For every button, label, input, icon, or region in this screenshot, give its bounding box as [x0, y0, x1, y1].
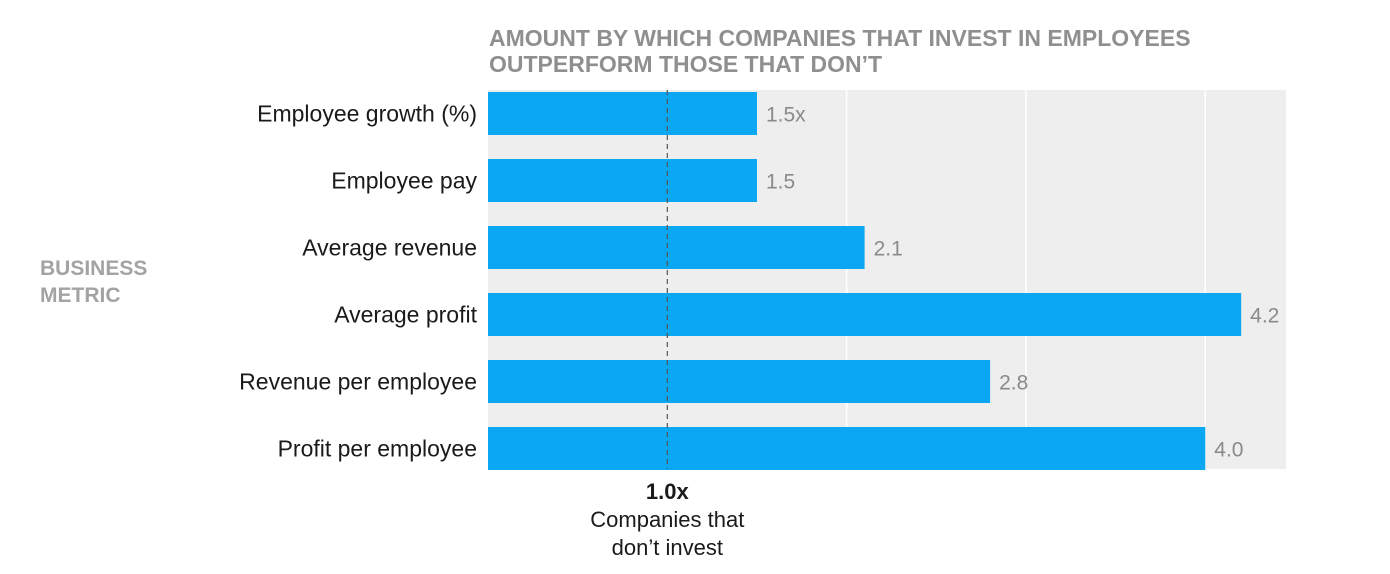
reference-caption-line-2: don’t invest — [612, 535, 723, 560]
category-label: Revenue per employee — [239, 369, 477, 395]
bar — [488, 293, 1242, 336]
reference-annotation: 1.0x Companies that don’t invest — [590, 479, 744, 560]
y-axis-title-line-1: BUSINESS — [40, 257, 147, 280]
bar — [488, 360, 991, 403]
bar — [488, 226, 865, 269]
value-label: 1.5x — [766, 104, 806, 127]
category-labels: Employee growth (%) Employee pay Average r… — [239, 101, 477, 462]
value-label: 2.1 — [874, 238, 903, 261]
chart-title: AMOUNT BY WHICH COMPANIES THAT INVEST IN… — [489, 25, 1191, 77]
value-label: 1.5 — [766, 171, 795, 194]
category-label: Profit per employee — [278, 436, 477, 462]
category-label: Employee pay — [331, 168, 477, 194]
chart-title-line-1: AMOUNT BY WHICH COMPANIES THAT INVEST IN… — [489, 25, 1191, 51]
y-axis-title: BUSINESS METRIC — [40, 257, 147, 307]
category-label: Average profit — [334, 302, 477, 328]
bar — [488, 159, 757, 202]
y-axis-title-line-2: METRIC — [40, 284, 121, 307]
value-labels: 1.5x 1.5 2.1 4.2 2.8 4.0 — [766, 104, 1279, 462]
gridlines — [845, 90, 1207, 469]
reference-value-label: 1.0x — [646, 479, 690, 504]
chart-title-line-2: OUTPERFORM THOSE THAT DON’T — [489, 51, 882, 77]
reference-caption-line-1: Companies that — [590, 507, 744, 532]
plot-background — [488, 90, 1286, 469]
category-label: Average revenue — [302, 235, 477, 261]
category-label: Employee growth (%) — [257, 101, 477, 127]
value-label: 2.8 — [999, 372, 1028, 395]
bars — [488, 92, 1242, 470]
bar — [488, 92, 757, 135]
value-label: 4.2 — [1250, 305, 1279, 328]
value-label: 4.0 — [1214, 439, 1243, 462]
bar — [488, 427, 1206, 470]
